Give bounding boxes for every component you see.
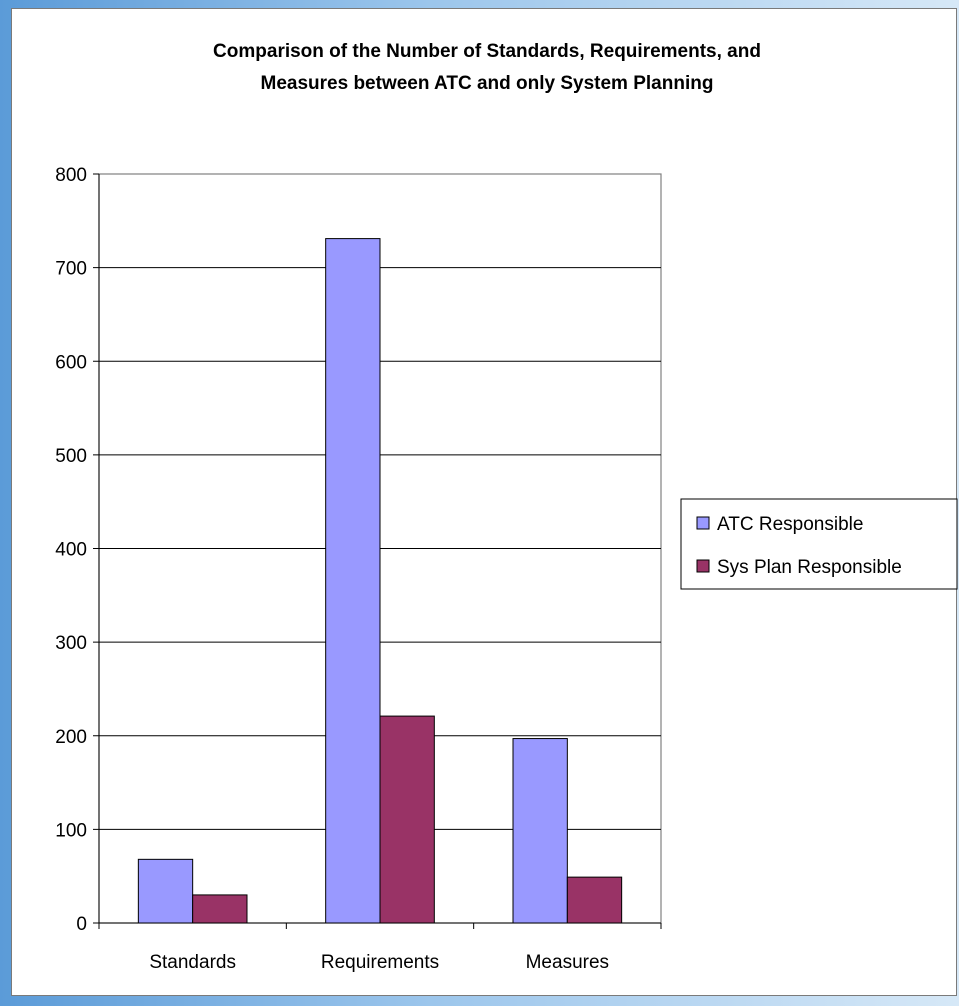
bars	[137, 238, 623, 924]
chart-title-line-2: Measures between ATC and only System Pla…	[261, 73, 714, 94]
legend: ATC Responsible Sys Plan Responsible	[680, 498, 958, 590]
bar-measures-series-1	[566, 876, 623, 924]
y-tick-label-500: 500	[55, 446, 87, 467]
legend-swatch-atc	[696, 516, 710, 530]
legend-label-atc: ATC Responsible	[717, 514, 863, 535]
bar-standards-series-1	[192, 894, 248, 924]
axes: 0 100 200 300 400 500 600 700 800 Standards Requir…	[55, 165, 662, 973]
x-tick-label-measures: Measures	[526, 952, 609, 973]
chart-frame: Comparison of the Number of Standards, R…	[11, 8, 958, 996]
bar-requirements-series-0	[325, 238, 381, 924]
bar-standards-series-0	[137, 858, 194, 924]
x-tick-label-standards: Standards	[149, 952, 236, 973]
y-tick-label-100: 100	[55, 820, 87, 841]
y-tick-label-600: 600	[55, 352, 87, 373]
legend-label-sysplan: Sys Plan Responsible	[717, 557, 902, 578]
legend-box	[680, 498, 958, 590]
bar-chart: Comparison of the Number of Standards, R…	[55, 41, 958, 973]
x-tick-label-requirements: Requirements	[321, 952, 439, 973]
bar-requirements-series-1	[379, 715, 435, 924]
y-tick-label-700: 700	[55, 259, 87, 280]
y-tick-label-400: 400	[55, 540, 87, 561]
y-tick-label-300: 300	[55, 633, 87, 654]
y-tick-label-0: 0	[76, 914, 87, 935]
y-tick-label-200: 200	[55, 727, 87, 748]
chart-title-line-1: Comparison of the Number of Standards, R…	[213, 41, 761, 62]
y-tick-label-800: 800	[55, 165, 87, 186]
legend-swatch-sysplan	[696, 559, 710, 573]
bar-measures-series-0	[512, 738, 568, 924]
